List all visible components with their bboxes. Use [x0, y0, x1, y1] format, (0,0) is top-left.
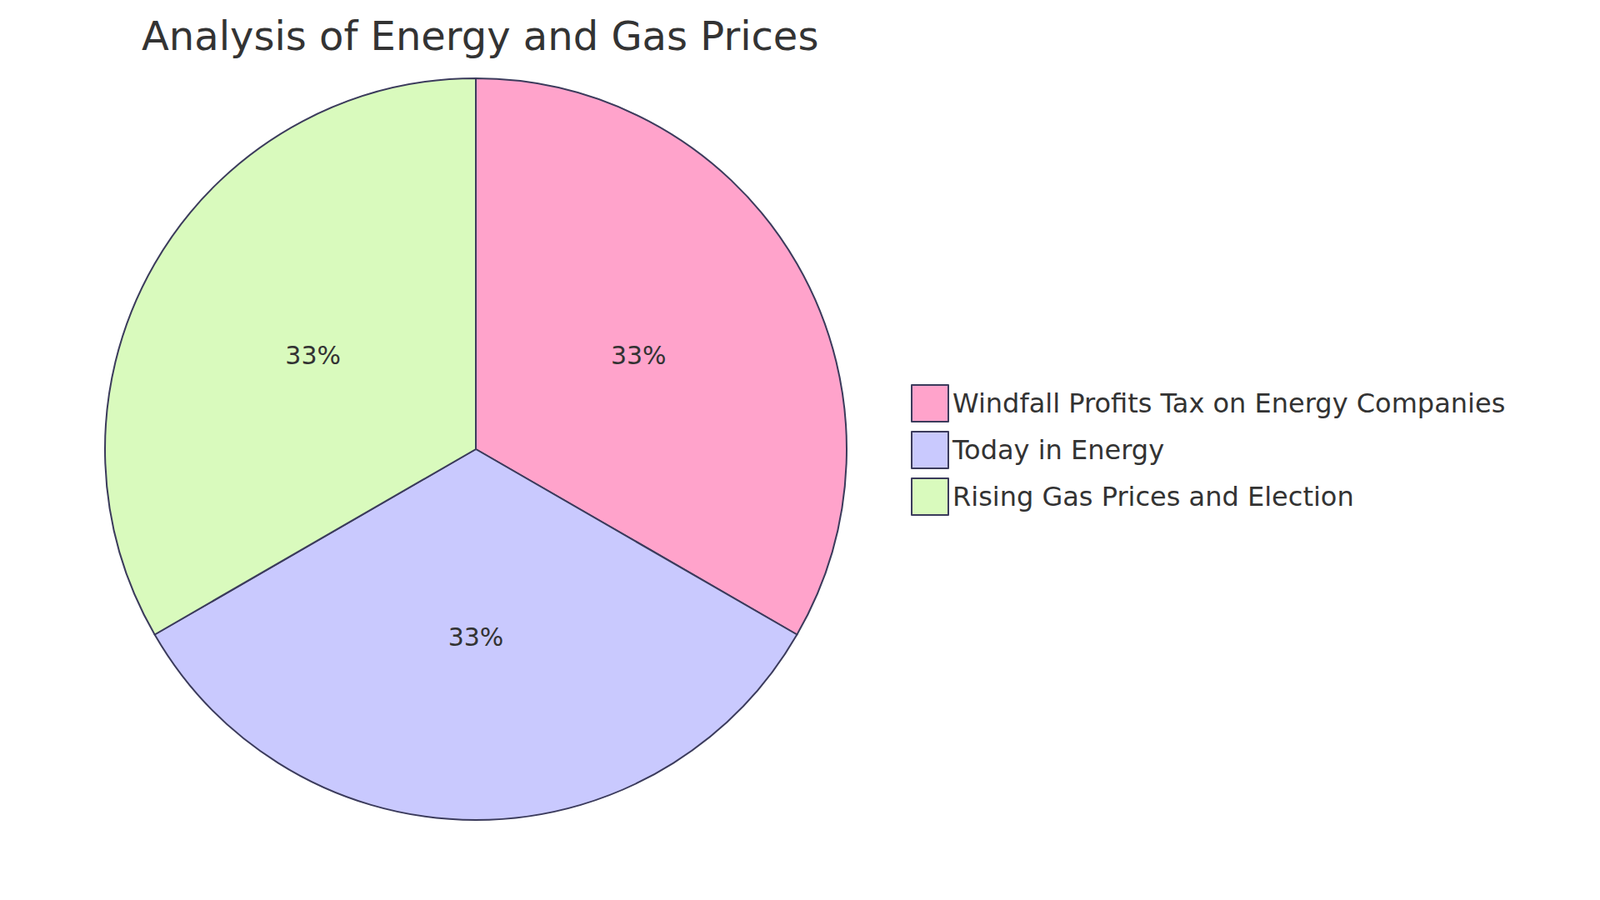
svg-text:Rising Gas Prices and Election: Rising Gas Prices and Election	[952, 480, 1355, 513]
svg-text:Analysis of Energy and Gas Pri: Analysis of Energy and Gas Prices	[141, 12, 819, 60]
svg-text:33%: 33%	[285, 340, 341, 370]
svg-text:33%: 33%	[448, 622, 505, 652]
svg-text:33%: 33%	[610, 340, 667, 370]
svg-text:Today in Energy: Today in Energy	[951, 434, 1165, 466]
svg-text:Windfall Profits Tax on Energy: Windfall Profits Tax on Energy Companies	[952, 387, 1505, 420]
